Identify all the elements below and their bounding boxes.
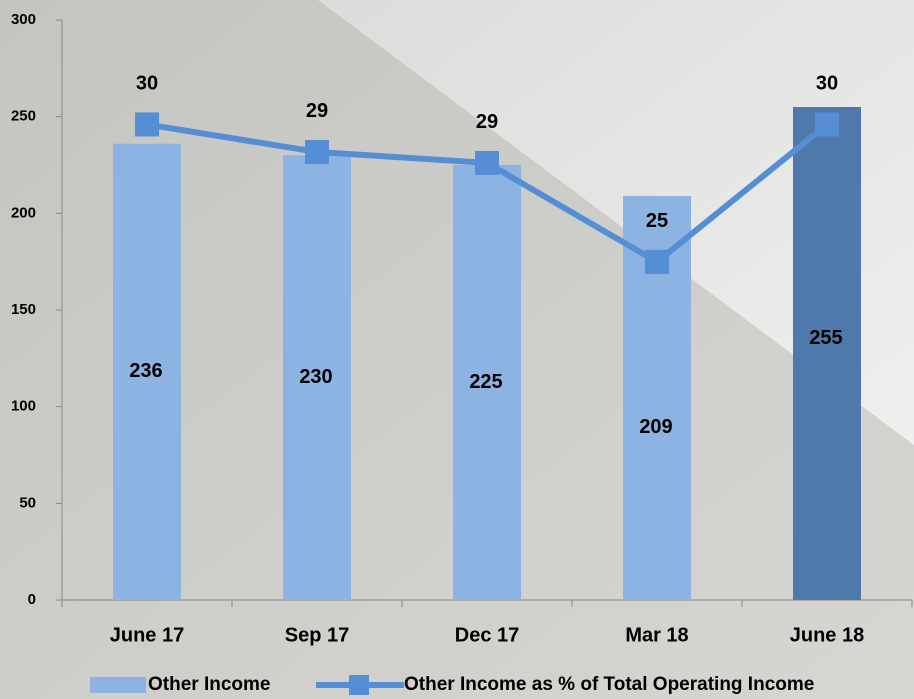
line-value-label: 30 [136, 73, 158, 95]
x-tick-label: June 18 [790, 624, 864, 646]
bar-value-label: 225 [469, 371, 502, 393]
line-marker [305, 139, 329, 164]
line-value-label: 29 [476, 111, 498, 133]
bar [283, 155, 351, 601]
bar-value-label: 209 [639, 416, 672, 438]
x-tick-label: Dec 17 [455, 624, 520, 646]
bar-value-label: 236 [129, 360, 162, 382]
y-tick-label: 200 [11, 204, 36, 221]
y-tick-label: 0 [28, 591, 36, 608]
bar-value-label: 255 [809, 327, 842, 349]
line-marker [135, 112, 159, 137]
legend-swatch [90, 677, 146, 693]
legend-swatch [349, 675, 369, 695]
legend-label: Other Income [148, 674, 270, 695]
y-tick-label: 100 [11, 398, 36, 415]
y-tick-label: 300 [11, 11, 36, 28]
y-tick-label: 50 [19, 494, 36, 511]
bar [113, 143, 181, 600]
bar [453, 165, 521, 600]
background-highlight [318, 0, 914, 445]
x-tick-label: June 17 [110, 624, 184, 646]
bar [793, 107, 861, 600]
bar-value-label: 230 [299, 366, 332, 388]
x-tick-label: Mar 18 [625, 624, 688, 646]
line-value-label: 25 [646, 210, 668, 232]
line-value-label: 29 [306, 100, 328, 122]
line-marker [475, 150, 499, 175]
line-value-label: 30 [816, 73, 838, 95]
legend-label: Other Income as % of Total Operating Inc… [404, 674, 814, 695]
y-tick-label: 150 [11, 301, 36, 318]
y-tick-label: 250 [11, 108, 36, 125]
x-tick-label: Sep 17 [285, 624, 349, 646]
line-marker [645, 249, 669, 274]
line-marker [815, 112, 839, 137]
